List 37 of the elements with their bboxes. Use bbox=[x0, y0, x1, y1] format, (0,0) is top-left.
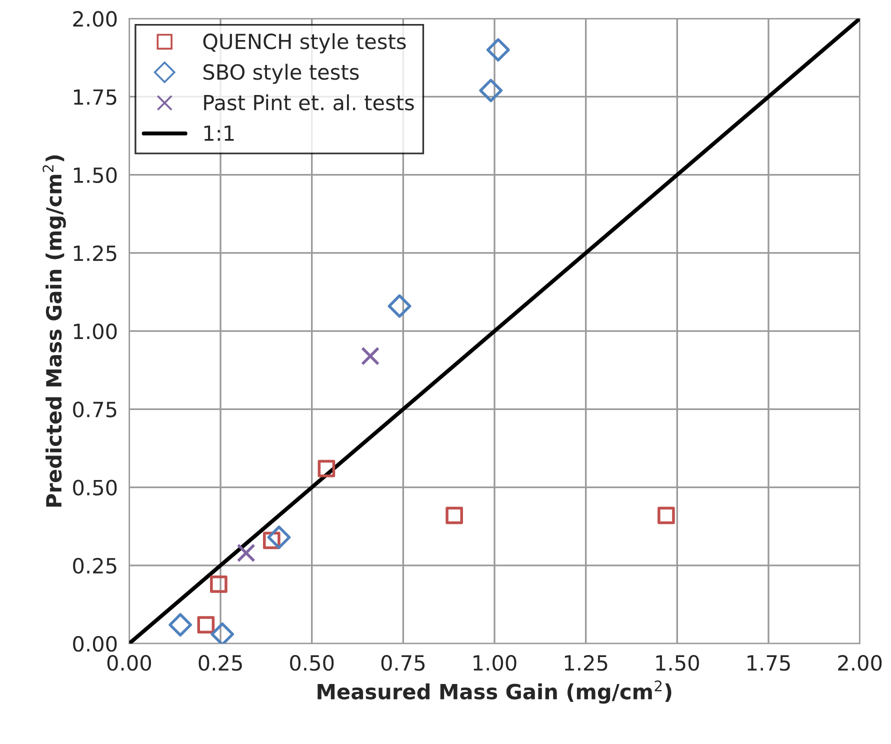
legend-label: QUENCH style tests bbox=[203, 33, 406, 54]
point bbox=[168, 613, 192, 636]
x-tick-label: 1.25 bbox=[564, 655, 608, 671]
y-tick-label: 1.50 bbox=[74, 167, 117, 184]
y-tick-label: 1.25 bbox=[74, 245, 116, 262]
x-axis-title: Measured Mass Gain (mg/cm$^{2}$) bbox=[318, 680, 672, 704]
x-tick-label: 0.25 bbox=[198, 655, 242, 671]
y-axis-title: Predicted Mass Gain (mg/cm$^{2}$) bbox=[42, 155, 66, 507]
y-tick-label: 0.00 bbox=[73, 636, 117, 652]
point bbox=[197, 616, 215, 634]
point bbox=[486, 38, 510, 62]
point bbox=[360, 346, 380, 366]
point bbox=[388, 294, 412, 318]
point bbox=[446, 506, 463, 524]
x-tick-label: 1.75 bbox=[748, 655, 790, 671]
x-tick-label: 1.50 bbox=[656, 655, 699, 671]
point bbox=[267, 526, 291, 550]
point bbox=[318, 460, 336, 478]
x-tick-label: 1.00 bbox=[474, 655, 516, 671]
y-tick-label: 0.50 bbox=[73, 480, 117, 496]
x-tick-label: 0.50 bbox=[290, 655, 334, 671]
point bbox=[479, 78, 503, 102]
legend-label: 1:1 bbox=[204, 126, 234, 141]
y-tick-label: 1.75 bbox=[74, 89, 116, 105]
x-tick-label: 0.75 bbox=[381, 655, 425, 671]
y-tick-label: 2.00 bbox=[73, 11, 117, 27]
y-tick-label: 0.75 bbox=[73, 402, 116, 418]
x-tick-label: 2.00 bbox=[838, 655, 882, 671]
x-tick-label: 0.00 bbox=[107, 655, 152, 671]
point bbox=[236, 544, 256, 562]
point bbox=[210, 622, 234, 644]
point bbox=[210, 576, 228, 593]
y-tick-label: 0.25 bbox=[73, 558, 116, 574]
legend-label: SBO style tests bbox=[203, 64, 359, 84]
point bbox=[658, 506, 675, 524]
legend-label: Past Pint et. al. tests bbox=[204, 94, 414, 110]
y-tick-label: 1.00 bbox=[74, 324, 117, 340]
